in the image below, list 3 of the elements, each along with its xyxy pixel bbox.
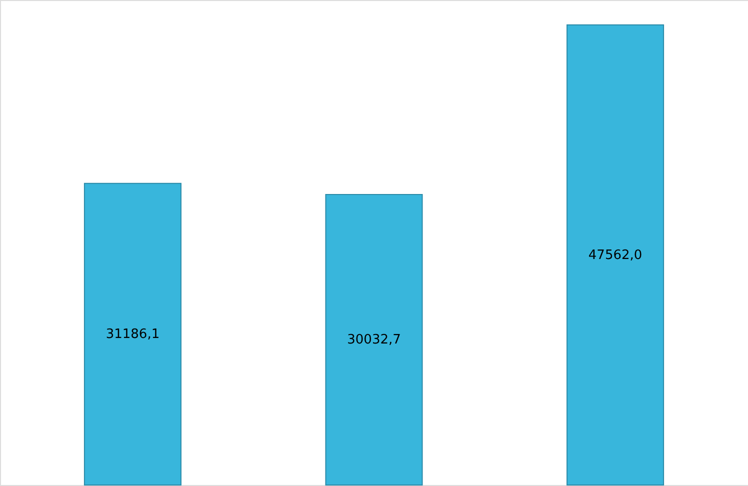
data-label: 31186,1 — [106, 327, 160, 342]
data-label: 47562,0 — [588, 248, 642, 263]
data-label: 30032,7 — [347, 332, 401, 348]
